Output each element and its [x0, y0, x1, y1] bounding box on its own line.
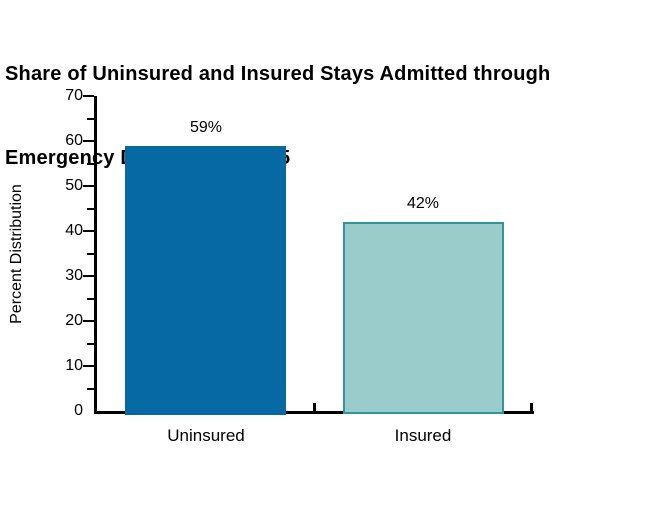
source-note: Source: AHRQ, Center for Delivery, Organ… [5, 486, 602, 529]
y-axis-major-tick [83, 230, 94, 232]
bar-value-label: 42% [406, 195, 440, 212]
y-axis-major-tick [83, 365, 94, 367]
x-axis-boundary-tick [313, 403, 316, 411]
y-axis-major-tick [83, 140, 94, 142]
y-axis-major-tick [83, 275, 94, 277]
y-axis-major-tick [83, 320, 94, 322]
y-axis-tick-label: 50 [65, 177, 83, 194]
bar-insured [343, 222, 504, 414]
y-axis-line [94, 96, 97, 414]
y-axis-tick-label: 70 [65, 87, 83, 104]
y-axis-tick-label: 30 [65, 267, 83, 284]
y-axis-tick-label: 40 [65, 222, 83, 239]
x-axis-category-label: Insured [394, 426, 452, 445]
chart-title-line-1: Share of Uninsured and Insured Stays Adm… [5, 63, 551, 85]
bar-value-label: 59% [189, 119, 223, 136]
y-axis-tick-label: 20 [65, 312, 83, 329]
y-axis-minor-tick [87, 343, 94, 345]
y-axis-major-tick [83, 185, 94, 187]
y-axis-minor-tick [87, 118, 94, 120]
y-axis-minor-tick [87, 253, 94, 255]
y-axis-minor-tick [87, 388, 94, 390]
x-axis-category-label: Uninsured [167, 426, 245, 445]
y-axis-title: Percent Distribution [8, 183, 25, 324]
x-axis-line [94, 411, 534, 414]
y-axis-major-tick [83, 95, 94, 97]
y-axis-minor-tick [87, 298, 94, 300]
y-axis-minor-tick [87, 208, 94, 210]
y-axis-tick-label: 60 [65, 132, 83, 149]
x-axis-boundary-tick [530, 403, 533, 411]
y-axis-minor-tick [87, 163, 94, 165]
y-axis-tick-label: 0 [74, 402, 83, 419]
y-axis-tick-label: 10 [65, 357, 83, 374]
bar-uninsured [125, 146, 286, 415]
